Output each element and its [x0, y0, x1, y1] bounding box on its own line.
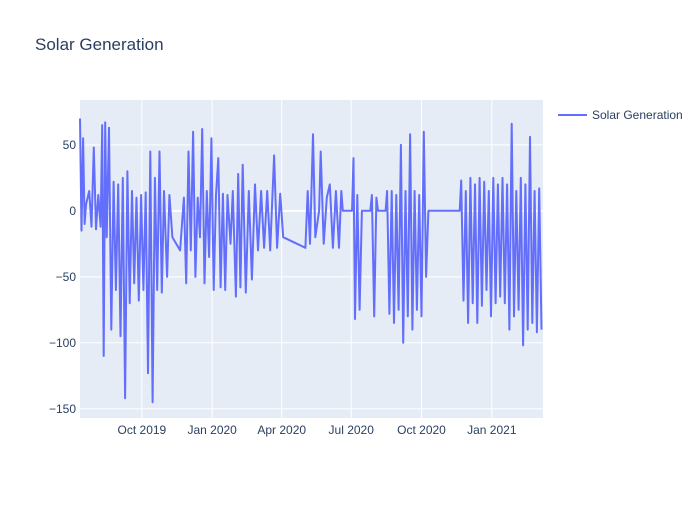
y-tick-label: 50	[63, 138, 77, 152]
x-tick-label: Jul 2020	[329, 423, 375, 437]
x-tick-label: Jan 2020	[187, 423, 237, 437]
x-tick-label: Jan 2021	[467, 423, 517, 437]
x-tick-label: Apr 2020	[257, 423, 306, 437]
x-tick-label: Oct 2019	[118, 423, 167, 437]
y-tick-label: 0	[69, 204, 76, 218]
y-tick-label: −150	[49, 402, 76, 416]
y-tick-label: −100	[49, 336, 76, 350]
x-tick-label: Oct 2020	[397, 423, 446, 437]
chart-title: Solar Generation	[35, 35, 164, 54]
legend-label: Solar Generation	[592, 108, 683, 122]
y-tick-label: −50	[56, 270, 77, 284]
series-line	[79, 118, 543, 404]
